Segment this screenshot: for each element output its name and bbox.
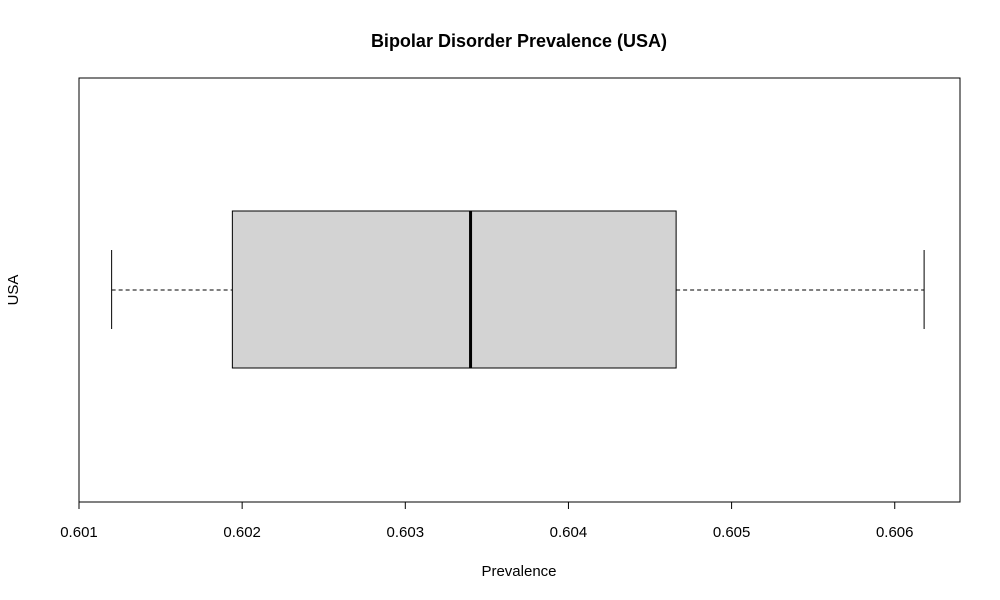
x-tick-label: 0.606: [876, 524, 914, 541]
x-tick-label: 0.605: [713, 524, 751, 541]
y-axis-label: USA: [5, 275, 22, 306]
x-axis-label: Prevalence: [481, 563, 556, 580]
x-tick-label: 0.601: [60, 524, 98, 541]
x-tick-label: 0.603: [387, 524, 425, 541]
box-group: [111, 210, 925, 369]
x-tick-label: 0.602: [223, 524, 261, 541]
x-axis: 0.601 0.602 0.603 0.604 0.605 0.606: [60, 501, 914, 541]
chart-title: Bipolar Disorder Prevalence (USA): [371, 31, 667, 51]
interquartile-box: [231, 210, 677, 369]
x-tick-label: 0.604: [550, 524, 588, 541]
